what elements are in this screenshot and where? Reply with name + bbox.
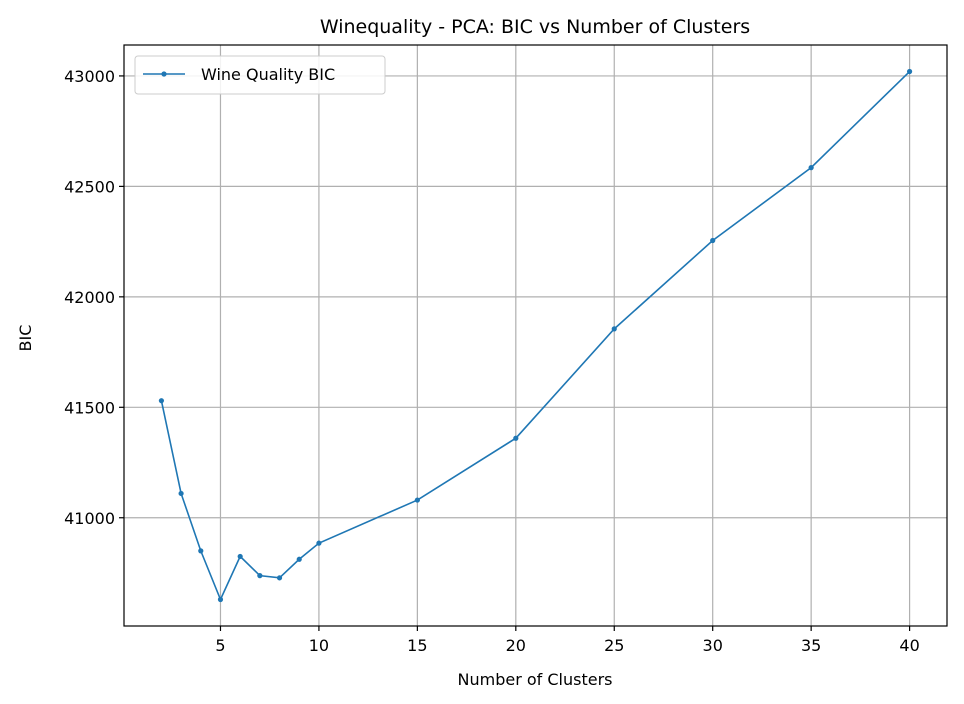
y-axis-title: BIC xyxy=(16,325,35,352)
chart-title: Winequality - PCA: BIC vs Number of Clus… xyxy=(320,16,750,38)
y-tick-label: 42500 xyxy=(64,177,115,196)
x-tick-label: 20 xyxy=(506,636,526,655)
data-point xyxy=(710,237,716,244)
data-point xyxy=(158,398,165,404)
data-point xyxy=(808,165,814,171)
data-point xyxy=(296,556,302,562)
data-point xyxy=(237,553,243,560)
data-point xyxy=(276,575,283,581)
plot-area-frame xyxy=(123,44,948,627)
x-tick-label: 15 xyxy=(407,636,427,655)
legend: Wine Quality BIC xyxy=(134,55,386,95)
x-tick-label: 25 xyxy=(604,636,624,655)
x-tick-label: 30 xyxy=(703,636,723,655)
data-point xyxy=(198,548,204,554)
data-point xyxy=(178,490,184,497)
series-markers xyxy=(158,68,913,603)
data-point xyxy=(414,497,420,503)
data-point xyxy=(257,573,263,579)
legend-box xyxy=(134,55,386,95)
grid xyxy=(124,45,947,626)
data-point xyxy=(906,68,913,75)
y-tick-label: 41000 xyxy=(64,509,115,528)
y-tick-label: 43000 xyxy=(64,67,115,86)
x-axis-title: Number of Clusters xyxy=(458,670,613,689)
legend-marker-swatch xyxy=(161,71,167,77)
axis-ticks: 5 10 15 20 25 30 35 40 41000 41500 42000 42500 43000 xyxy=(64,67,920,655)
legend-label: Wine Quality BIC xyxy=(201,65,335,84)
data-point xyxy=(611,326,617,332)
x-tick-label: 40 xyxy=(899,636,919,655)
x-tick-label: 35 xyxy=(801,636,821,655)
data-point xyxy=(513,435,519,441)
x-tick-label: 10 xyxy=(309,636,329,655)
y-tick-label: 41500 xyxy=(64,398,115,417)
x-tick-label: 5 xyxy=(215,636,225,655)
data-point xyxy=(217,596,224,603)
data-point xyxy=(316,540,322,546)
y-tick-label: 42000 xyxy=(64,288,115,307)
